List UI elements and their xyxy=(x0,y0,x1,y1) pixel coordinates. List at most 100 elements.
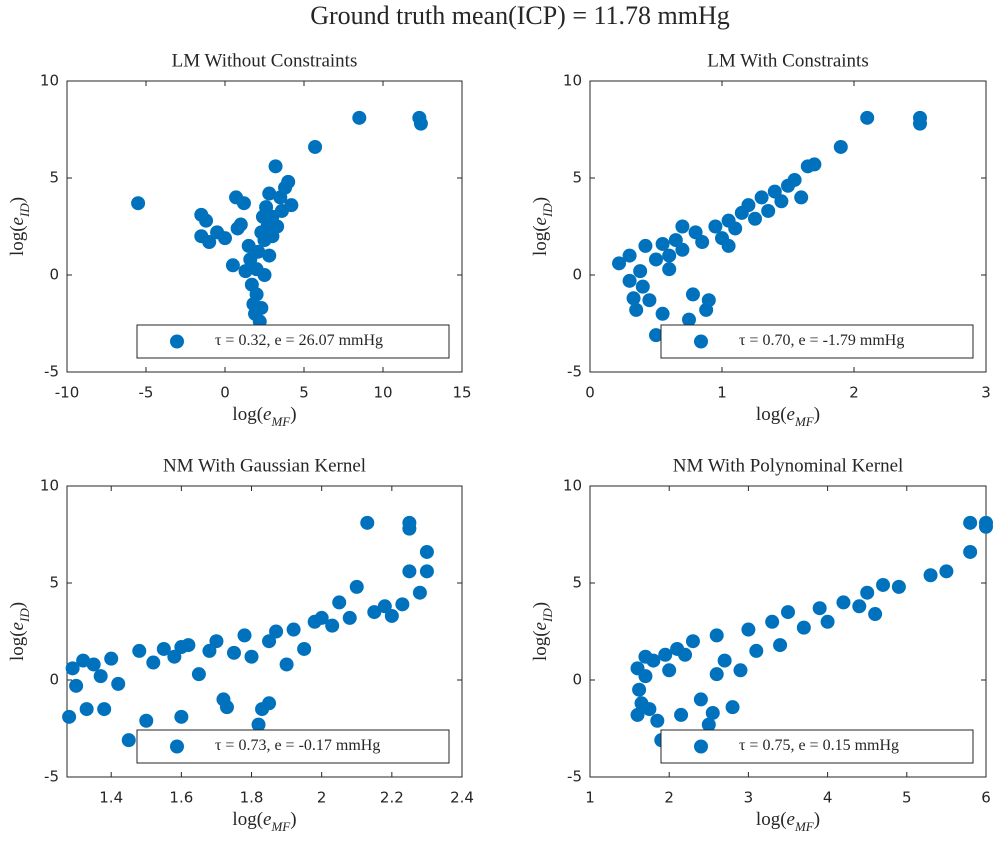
legend-marker xyxy=(694,334,708,349)
label-part: MF xyxy=(270,819,291,834)
scatter-point xyxy=(626,291,641,306)
scatter-point xyxy=(69,678,84,693)
legend-marker xyxy=(170,739,184,754)
x-tick-label: 0 xyxy=(585,384,595,402)
label-part: log( xyxy=(232,809,263,830)
scatter-point xyxy=(209,634,224,649)
scatter-point xyxy=(765,614,780,629)
scatter-point xyxy=(284,198,299,213)
label-part: e xyxy=(7,217,28,225)
scatter-point xyxy=(774,194,789,209)
scatter-point xyxy=(701,717,716,732)
scatter-point xyxy=(281,174,296,189)
scatter-point xyxy=(662,663,677,678)
label-part: ) xyxy=(290,404,296,425)
scatter-point xyxy=(891,579,906,594)
scatter-point xyxy=(419,544,434,559)
scatter-point xyxy=(384,608,399,623)
scatter-point xyxy=(963,515,978,530)
y-tick-label: -5 xyxy=(567,768,582,786)
x-tick-label: -10 xyxy=(55,384,80,402)
legend-label: τ = 0.75, e = 0.15 mmHg xyxy=(739,737,899,754)
scatter-point xyxy=(269,624,284,639)
scatter-point xyxy=(325,618,340,633)
scatter-point xyxy=(86,657,101,672)
scatter-point xyxy=(360,515,375,530)
scatter-point xyxy=(262,186,277,201)
label-part: log( xyxy=(530,225,551,256)
label-part: MF xyxy=(794,819,815,834)
figure-title: Ground truth mean(ICP) = 11.78 mmHg xyxy=(310,1,730,30)
subplot-title: LM Without Constraints xyxy=(172,50,358,71)
scatter-point xyxy=(749,643,764,658)
scatter-point xyxy=(717,653,732,668)
x-tick-label: 1 xyxy=(585,789,595,807)
x-tick-label: 4 xyxy=(823,789,833,807)
scatter-point xyxy=(251,717,266,732)
legend-box xyxy=(660,729,974,764)
y-axis-label: log(eID) xyxy=(530,602,555,661)
label-part: ) xyxy=(814,809,820,830)
y-axis-label: log(eID) xyxy=(530,197,555,256)
scatter-point xyxy=(202,235,217,250)
label-part: ) xyxy=(530,602,551,608)
scatter-point xyxy=(156,641,171,656)
y-tick-label: 10 xyxy=(563,477,582,495)
scatter-point xyxy=(402,521,417,536)
scatter-point xyxy=(781,605,795,620)
label-part: ) xyxy=(290,809,296,830)
label-part: log( xyxy=(756,404,787,425)
scatter-point xyxy=(655,306,670,321)
scatter-point xyxy=(297,641,312,656)
scatter-point xyxy=(349,579,364,594)
x-tick-label: 3 xyxy=(744,789,754,807)
legend-box xyxy=(660,324,974,359)
scatter-point xyxy=(655,236,670,251)
x-tick-label: 10 xyxy=(373,384,392,402)
scatter-point xyxy=(167,649,182,664)
scatter-point xyxy=(233,217,248,232)
scatter-point xyxy=(352,110,367,125)
scatter-point xyxy=(238,264,253,279)
y-axis-label: log(eID) xyxy=(7,197,32,256)
scatter-point xyxy=(979,519,993,534)
y-tick-label: -5 xyxy=(44,363,59,381)
x-tick-label: 2 xyxy=(317,789,327,807)
scatter-point xyxy=(741,198,756,213)
scatter-point xyxy=(308,139,323,154)
scatter-point xyxy=(754,190,769,205)
label-part: ID xyxy=(540,608,555,623)
scatter-point xyxy=(725,700,740,715)
scatter-point xyxy=(395,597,410,612)
scatter-point xyxy=(236,196,251,211)
label-part: e xyxy=(7,622,28,630)
scatter-point xyxy=(836,595,851,610)
x-tick-label: 0 xyxy=(220,384,230,402)
scatter-point xyxy=(174,709,189,724)
x-tick-label: 1.6 xyxy=(169,789,193,807)
subplot-title: NM With Gaussian Kernel xyxy=(163,455,366,476)
scatter-point xyxy=(650,713,665,728)
scatter-point xyxy=(612,256,627,271)
label-part: e xyxy=(787,809,795,830)
y-tick-label: 0 xyxy=(572,266,582,284)
scatter-point xyxy=(62,709,77,724)
legend-label: τ = 0.32, e = 26.07 mmHg xyxy=(215,332,383,349)
scatter-point xyxy=(377,599,392,614)
scatter-point xyxy=(708,219,723,234)
y-tick-label: 5 xyxy=(49,169,59,187)
scatter-point xyxy=(262,248,277,263)
label-part: e xyxy=(787,404,795,425)
scatter-point xyxy=(678,647,693,662)
y-tick-label: 5 xyxy=(572,169,582,187)
scatter-point xyxy=(820,614,835,629)
x-tick-label: 6 xyxy=(981,789,991,807)
scatter-point xyxy=(675,242,690,257)
scatter-point xyxy=(787,172,802,187)
scatter-point xyxy=(761,203,776,218)
scatter-point xyxy=(632,682,647,697)
y-tick-label: 10 xyxy=(40,477,59,495)
scatter-point xyxy=(796,620,811,635)
y-tick-label: 5 xyxy=(49,574,59,592)
